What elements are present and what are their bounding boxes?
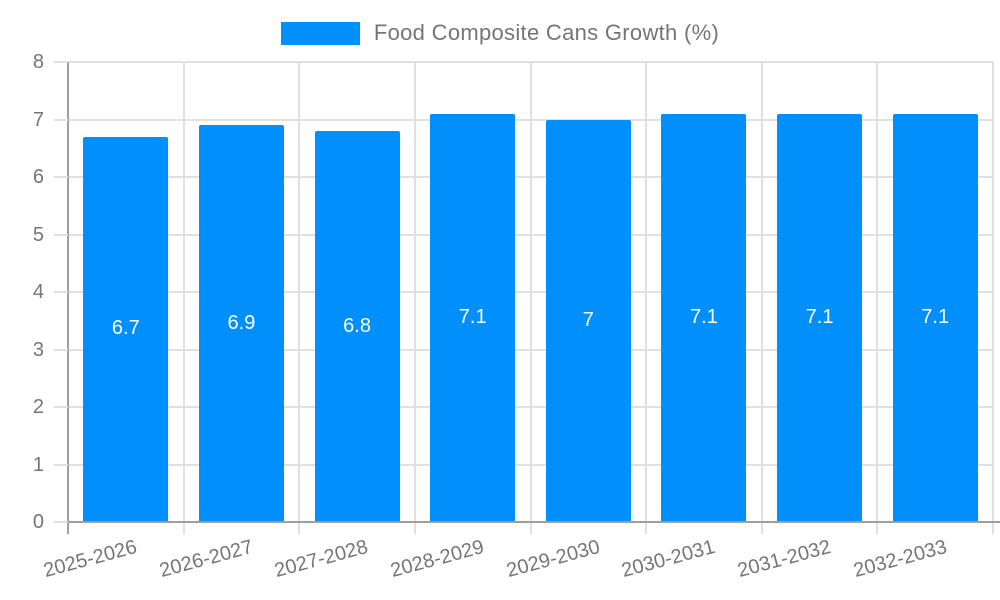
y-tick-mark <box>54 61 68 63</box>
x-category-label: 2032-2033 <box>850 536 949 583</box>
v-gridline <box>992 62 994 534</box>
bar-value-label: 7 <box>582 308 594 331</box>
h-gridline <box>68 233 993 236</box>
bar-value-label: 6.7 <box>111 317 140 340</box>
v-gridline <box>182 62 185 534</box>
bar[interactable] <box>892 113 978 522</box>
v-gridline <box>298 62 301 534</box>
x-category-label: 2028-2029 <box>388 536 487 583</box>
bar[interactable] <box>661 113 747 522</box>
x-category-label: 2030-2031 <box>619 536 718 583</box>
y-axis-tick-label: 0 <box>32 511 44 533</box>
x-category-label: 2031-2032 <box>735 536 834 583</box>
h-gridline <box>68 61 993 63</box>
y-axis-tick-label: 6 <box>32 166 44 188</box>
y-axis-tick-label: 5 <box>32 223 44 246</box>
h-gridline <box>68 348 993 351</box>
x-category-label: 2027-2028 <box>272 536 371 583</box>
bar[interactable] <box>198 125 284 522</box>
bar-value-label: 7.1 <box>690 305 718 328</box>
y-tick-mark <box>54 406 68 408</box>
h-gridline <box>68 118 993 121</box>
bar[interactable] <box>83 136 169 522</box>
y-axis-tick-label: 8 <box>32 51 44 73</box>
bar[interactable] <box>545 119 631 522</box>
v-gridline <box>760 62 763 534</box>
v-gridline <box>413 62 416 534</box>
bar-value-label: 7.1 <box>805 305 834 328</box>
legend: Food Composite Cans Growth (%) <box>0 20 1000 46</box>
bar[interactable] <box>777 113 863 522</box>
bar-value-label: 6.9 <box>227 311 256 334</box>
legend-item[interactable]: Food Composite Cans Growth (%) <box>280 20 720 46</box>
h-gridline <box>68 406 993 408</box>
bar-value-label: 7.1 <box>921 305 950 328</box>
y-axis-tick-label: 4 <box>32 281 44 303</box>
x-category-label: 2025-2026 <box>41 536 140 583</box>
bar-value-label: 6.8 <box>343 314 371 337</box>
y-axis-tick-label: 7 <box>32 108 44 131</box>
v-gridline <box>529 62 532 534</box>
bar-value-label: 7.1 <box>458 305 487 328</box>
v-gridline <box>876 62 879 534</box>
y-axis-tick-label: 2 <box>32 396 44 418</box>
y-tick-mark <box>54 118 68 121</box>
y-tick-mark <box>54 176 68 178</box>
y-axis-tick-label: 3 <box>32 338 44 361</box>
y-tick-mark <box>54 233 68 236</box>
legend-label: Food Composite Cans Growth (%) <box>373 20 720 45</box>
h-gridline <box>68 463 993 466</box>
y-tick-mark <box>54 291 68 293</box>
x-category-label: 2029-2030 <box>503 536 603 583</box>
y-tick-mark <box>54 348 68 351</box>
y-tick-mark <box>54 521 68 523</box>
bar[interactable] <box>430 113 516 522</box>
x-category-label: 2026-2027 <box>157 536 256 583</box>
h-gridline <box>68 291 993 293</box>
plot-area: 6.7 6.9 6.8 7.1 7 7.1 7.1 7.1 <box>67 61 1000 534</box>
v-gridline <box>645 62 648 534</box>
y-tick-mark <box>54 463 68 466</box>
x-axis-line <box>67 521 1000 523</box>
y-axis-tick-label: 1 <box>32 453 44 476</box>
bar[interactable] <box>314 131 400 522</box>
h-gridline <box>68 176 993 178</box>
y-axis-line <box>67 62 69 534</box>
legend-swatch <box>280 21 360 45</box>
